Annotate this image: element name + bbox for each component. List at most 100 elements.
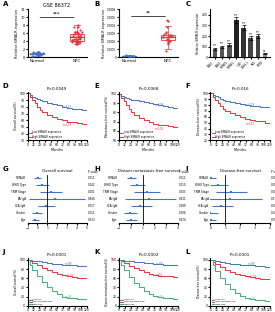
Point	[78, 33, 82, 38]
Text: TNM Stage: TNM Stage	[103, 190, 118, 194]
Text: B: B	[94, 1, 100, 7]
Point	[170, 33, 174, 38]
Point	[165, 25, 169, 30]
Point	[128, 53, 133, 58]
Legend: Low risk, Intermediate risk, High risk: Low risk, Intermediate risk, High risk	[120, 299, 144, 305]
Point	[166, 37, 171, 41]
Point	[75, 37, 79, 42]
Text: D: D	[3, 83, 9, 89]
Bar	[234, 20, 239, 57]
Text: 0.011: 0.011	[88, 176, 95, 180]
Text: n=102: n=102	[64, 274, 73, 278]
Text: E: E	[94, 83, 99, 89]
Point	[35, 52, 39, 57]
Point	[164, 31, 169, 36]
Point	[74, 35, 78, 40]
Bar	[70, 34, 84, 41]
Point	[35, 50, 40, 55]
Y-axis label: Overall survival(%): Overall survival(%)	[14, 269, 18, 295]
Text: ns: ns	[263, 49, 266, 53]
Point	[76, 32, 80, 37]
Text: WHO Type: WHO Type	[104, 183, 118, 187]
Point	[31, 53, 36, 58]
Text: ***: ***	[234, 13, 238, 17]
Point	[78, 36, 82, 41]
Title: P=0.016: P=0.016	[231, 87, 249, 91]
Point	[77, 34, 81, 39]
Y-axis label: Overall survival(%): Overall survival(%)	[14, 102, 18, 130]
Text: ***: ***	[249, 32, 253, 36]
Point	[39, 52, 44, 57]
Point	[78, 36, 82, 41]
Text: 0.007: 0.007	[271, 183, 275, 187]
Legend: Low SIMALR expression, High SIMALR expression: Low SIMALR expression, High SIMALR expre…	[29, 130, 63, 139]
Point	[74, 39, 78, 44]
Point	[35, 51, 39, 56]
Point	[164, 29, 168, 34]
Point	[75, 41, 79, 46]
Text: 0.017: 0.017	[88, 204, 95, 208]
Text: G: G	[3, 166, 9, 172]
Point	[75, 37, 80, 42]
Point	[166, 40, 170, 45]
Text: ***: ***	[255, 31, 260, 35]
Text: Age: Age	[204, 217, 209, 222]
X-axis label: Months: Months	[50, 148, 64, 152]
Text: n=50: n=50	[156, 273, 163, 277]
Point	[126, 54, 131, 59]
Point	[35, 51, 40, 56]
Y-axis label: Relative SIMALR expression: Relative SIMALR expression	[15, 9, 19, 58]
Point	[131, 53, 135, 58]
Text: Gender: Gender	[16, 211, 26, 215]
Text: 0.846: 0.846	[88, 197, 95, 201]
Point	[75, 40, 79, 45]
Text: n=107: n=107	[63, 123, 72, 127]
Point	[75, 30, 79, 35]
Text: EA-IgA: EA-IgA	[109, 197, 118, 201]
Point	[36, 50, 40, 55]
Point	[36, 49, 41, 54]
Point	[167, 39, 172, 44]
Point	[75, 30, 79, 35]
Point	[165, 18, 169, 23]
Bar	[248, 38, 253, 57]
Point	[75, 39, 79, 44]
Title: Overall survival: Overall survival	[42, 169, 72, 173]
Bar	[30, 53, 44, 54]
Y-axis label: Disease-free survival(%): Disease-free survival(%)	[197, 265, 201, 299]
Text: n=43: n=43	[248, 297, 255, 301]
Text: 0.333: 0.333	[88, 217, 95, 222]
Text: n=43: n=43	[64, 295, 72, 300]
Text: 0.319: 0.319	[271, 197, 275, 201]
Point	[36, 52, 40, 57]
Point	[71, 34, 75, 39]
Title: P<0.0001: P<0.0001	[47, 252, 67, 256]
Bar	[227, 45, 232, 57]
Point	[75, 42, 79, 47]
Point	[36, 50, 40, 55]
Text: 0.411: 0.411	[179, 197, 187, 201]
Point	[76, 25, 80, 30]
Text: n=89: n=89	[64, 262, 72, 266]
Point	[165, 37, 169, 41]
Text: A: A	[3, 1, 8, 7]
Point	[73, 30, 77, 35]
Point	[166, 41, 170, 46]
Point	[78, 39, 82, 44]
Point	[160, 34, 165, 39]
Text: 0.003: 0.003	[179, 190, 187, 194]
Y-axis label: Metastasis-free survival(%): Metastasis-free survival(%)	[105, 95, 109, 137]
Point	[29, 53, 34, 58]
Point	[80, 30, 84, 35]
Text: 0.011: 0.011	[179, 176, 187, 180]
Text: J: J	[3, 249, 5, 255]
Point	[76, 33, 80, 38]
X-axis label: Months: Months	[233, 148, 247, 152]
Text: K: K	[94, 249, 100, 255]
Point	[166, 32, 170, 37]
Bar	[255, 36, 260, 57]
Text: F: F	[186, 83, 190, 89]
Point	[165, 37, 169, 42]
Point	[78, 33, 82, 38]
Text: ***: ***	[213, 44, 217, 48]
